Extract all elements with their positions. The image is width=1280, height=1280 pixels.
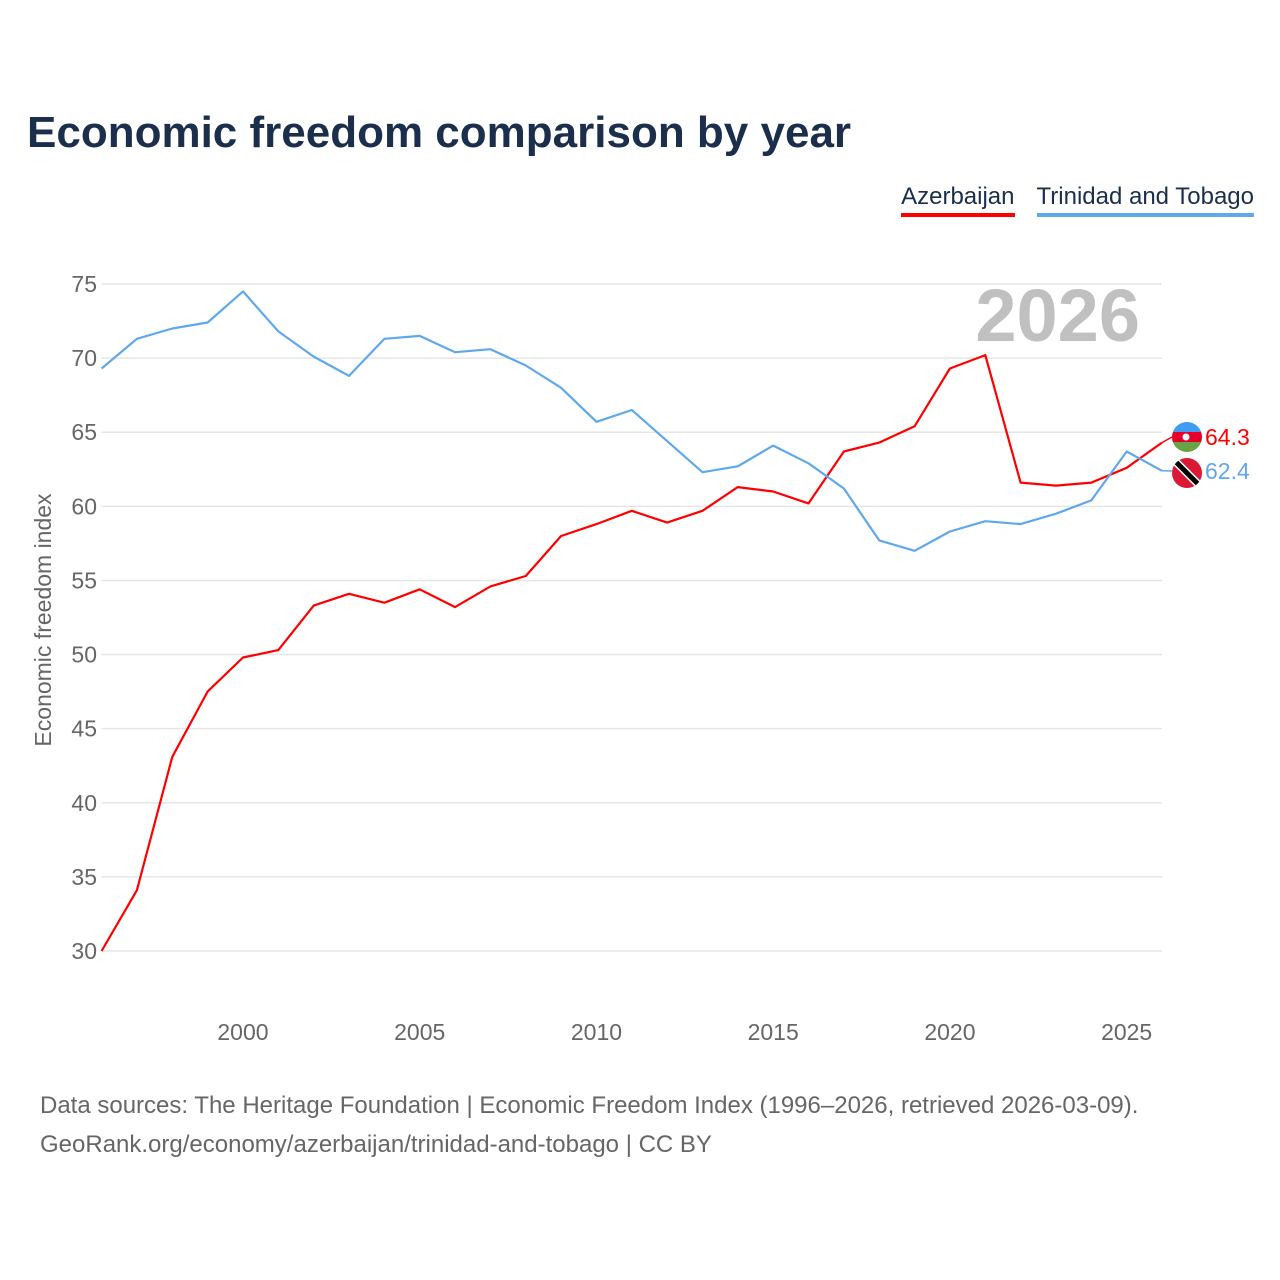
y-tick-label: 60 [71, 493, 97, 519]
x-tick-label: 2025 [1101, 1019, 1152, 1045]
trinidad-and-tobago-flag-icon [1172, 458, 1202, 488]
y-tick-label: 30 [71, 938, 97, 964]
azerbaijan-flag-icon [1172, 422, 1202, 452]
y-tick-label: 35 [71, 864, 97, 890]
legend-item-trinidad-and-tobago[interactable]: Trinidad and Tobago [1036, 183, 1254, 217]
y-axis-label: Economic freedom index [30, 493, 56, 747]
series-line-trinidad-and-tobago [100, 290, 1163, 552]
y-tick-label: 50 [71, 642, 97, 668]
source-line-2[interactable]: GeoRank.org/economy/azerbaijan/trinidad-… [40, 1131, 712, 1158]
y-tick-label: 75 [71, 271, 97, 297]
end-value-label: 62.4 [1205, 458, 1250, 484]
end-label-connector [1161, 436, 1173, 444]
y-tick-label: 70 [71, 345, 97, 371]
year-label: 2026 [975, 274, 1140, 357]
legend-item-azerbaijan[interactable]: Azerbaijan [901, 183, 1015, 217]
x-tick-label: 2020 [924, 1019, 975, 1045]
x-tick-label: 2010 [571, 1019, 622, 1045]
y-tick-label: 65 [71, 419, 97, 445]
x-tick-label: 2015 [748, 1019, 799, 1045]
chart-title: Economic freedom comparison by year [27, 108, 852, 157]
y-tick-label: 55 [71, 567, 97, 593]
source-note: Data sources: The Heritage Foundation | … [40, 1086, 1138, 1164]
source-line-1: Data sources: The Heritage Foundation | … [40, 1092, 1139, 1119]
y-tick-label: 40 [71, 790, 97, 816]
series-line-azerbaijan [100, 354, 1163, 952]
legend: Azerbaijan Trinidad and Tobago [901, 183, 1254, 217]
end-value-label: 64.3 [1205, 424, 1250, 450]
x-tick-label: 2005 [394, 1019, 445, 1045]
x-tick-label: 2000 [217, 1019, 268, 1045]
y-tick-label: 45 [71, 716, 97, 742]
